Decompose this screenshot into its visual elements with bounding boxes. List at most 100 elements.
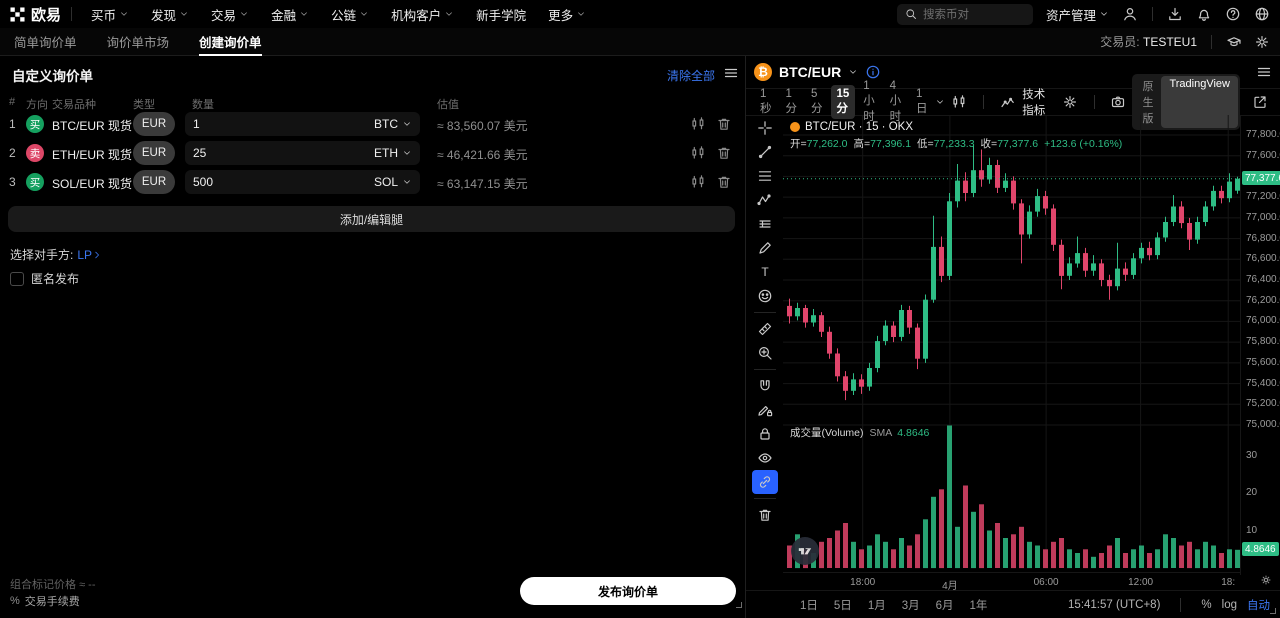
- add-edit-legs-button[interactable]: 添加/编辑腿: [8, 206, 735, 232]
- search-input[interactable]: 搜索币对: [896, 3, 1033, 25]
- globe-icon[interactable]: [1254, 6, 1270, 22]
- range-1日[interactable]: 1日: [800, 599, 818, 612]
- help-icon[interactable]: [1225, 6, 1241, 22]
- nav-menu-新手学院[interactable]: 新手学院: [467, 1, 535, 28]
- info-icon[interactable]: [865, 64, 881, 80]
- indicator-icon[interactable]: [996, 92, 1020, 112]
- tab-创建询价单[interactable]: 创建询价单: [195, 28, 266, 56]
- unit-selector[interactable]: BTC: [374, 117, 412, 131]
- nav-menu-买币[interactable]: 买币: [82, 1, 138, 28]
- time-axis[interactable]: 18:00 4月 06:00 12:00 18:: [783, 572, 1240, 592]
- timeframe-4小时[interactable]: 4小时: [889, 80, 902, 123]
- crosshair-icon[interactable]: [752, 116, 778, 140]
- chart-engine-toggle: 原生版 TradingView: [1132, 74, 1240, 130]
- link-icon[interactable]: [751, 470, 778, 494]
- timeframe-15分[interactable]: 15分: [830, 85, 856, 119]
- range-1月[interactable]: 1月: [867, 599, 886, 612]
- trash-icon[interactable]: [752, 503, 778, 527]
- leg-chart-icon[interactable]: [690, 174, 706, 190]
- position-tool-icon[interactable]: [752, 212, 778, 236]
- timeframe-1分[interactable]: 1分: [785, 88, 798, 115]
- price-chart-svg[interactable]: [783, 115, 1240, 572]
- nav-menu-公链[interactable]: 公链: [322, 1, 378, 28]
- chevron-down-icon[interactable]: [848, 67, 858, 77]
- candlestick-style-icon[interactable]: [947, 92, 971, 112]
- ohlc-value: 77,377.6: [997, 138, 1039, 150]
- instrument-selector[interactable]: SOL/EUR 现货: [52, 175, 146, 192]
- assets-menu[interactable]: 资产管理: [1046, 5, 1109, 24]
- nav-menu-机构客户[interactable]: 机构客户: [382, 1, 463, 28]
- edit-lock-icon[interactable]: [752, 398, 778, 422]
- delete-leg-icon[interactable]: [716, 145, 732, 161]
- instrument-selector[interactable]: ETH/EUR 现货: [52, 146, 146, 163]
- indicators-button[interactable]: 技术指标: [1022, 89, 1046, 117]
- amount-input[interactable]: 1 BTC: [185, 112, 420, 136]
- zoom-in-icon[interactable]: [752, 341, 778, 365]
- leg-chart-icon[interactable]: [690, 116, 706, 132]
- amount-input[interactable]: 500 SOL: [185, 170, 420, 194]
- nav-menu-金融[interactable]: 金融: [262, 1, 318, 28]
- clear-all-link[interactable]: 清除全部: [666, 69, 715, 83]
- bell-icon[interactable]: [1196, 6, 1212, 22]
- list-icon[interactable]: [723, 65, 739, 81]
- resize-corner[interactable]: [1270, 608, 1276, 614]
- percent-scale-button[interactable]: %: [1201, 598, 1212, 611]
- list-icon[interactable]: [1256, 64, 1272, 80]
- timeframe-1日[interactable]: 1日: [915, 88, 928, 115]
- delete-leg-icon[interactable]: [716, 174, 732, 190]
- chevron-down-icon: [444, 9, 454, 19]
- publish-rfq-button[interactable]: 发布询价单: [520, 577, 736, 605]
- tradingview-logo[interactable]: [791, 537, 819, 565]
- download-icon[interactable]: [1167, 6, 1183, 22]
- timezone-gear-icon[interactable]: [1260, 574, 1272, 586]
- tab-简单询价单[interactable]: 简单询价单: [14, 36, 77, 50]
- user-icon[interactable]: [1122, 6, 1138, 22]
- graduation-cap-icon[interactable]: [1226, 34, 1242, 50]
- range-1年[interactable]: 1年: [969, 599, 988, 612]
- fib-lines-icon[interactable]: [752, 164, 778, 188]
- engine-TradingView[interactable]: TradingView: [1161, 76, 1238, 128]
- symbol-selector[interactable]: BTC/EUR: [779, 64, 842, 80]
- anonymous-checkbox[interactable]: [10, 271, 24, 286]
- auto-scale-button[interactable]: 自动: [1247, 599, 1270, 612]
- gear-icon[interactable]: [1058, 92, 1082, 112]
- nav-menu-交易[interactable]: 交易: [202, 1, 258, 28]
- trend-line-icon[interactable]: [752, 140, 778, 164]
- leg-chart-icon[interactable]: [690, 145, 706, 161]
- engine-原生版[interactable]: 原生版: [1142, 81, 1154, 125]
- pattern-icon[interactable]: [752, 188, 778, 212]
- brush-icon[interactable]: [752, 236, 778, 260]
- resize-corner[interactable]: [736, 602, 742, 608]
- price-axis[interactable]: 77,800.0 77,600.0 77,200.0 77,000.0 76,800.0…: [1240, 115, 1280, 575]
- tab-询价单市场[interactable]: 询价单市场: [106, 36, 170, 50]
- range-3月[interactable]: 3月: [901, 599, 920, 612]
- magnet-icon[interactable]: [752, 374, 778, 398]
- unit-selector[interactable]: SOL: [374, 175, 412, 189]
- range-6月[interactable]: 6月: [935, 599, 954, 612]
- amount-input[interactable]: 25 ETH: [185, 141, 420, 165]
- unit-selector[interactable]: ETH: [374, 146, 412, 160]
- text-tool-icon[interactable]: T: [752, 260, 778, 284]
- timeframe-1小时[interactable]: 1小时: [863, 80, 875, 123]
- delete-leg-icon[interactable]: [716, 116, 732, 132]
- currency-pill[interactable]: EUR: [133, 112, 175, 136]
- chevron-down-icon[interactable]: [935, 97, 945, 107]
- log-scale-button[interactable]: log: [1221, 598, 1237, 611]
- currency-pill[interactable]: EUR: [133, 170, 175, 194]
- instrument-selector[interactable]: BTC/EUR 现货: [52, 117, 146, 134]
- ruler-icon[interactable]: [752, 317, 778, 341]
- timeframe-5分[interactable]: 5分: [811, 88, 823, 115]
- expand-icon[interactable]: [1248, 92, 1272, 112]
- emoji-icon[interactable]: [752, 284, 778, 308]
- counterparty-selector[interactable]: LP: [77, 248, 102, 262]
- range-5日[interactable]: 5日: [833, 599, 852, 612]
- nav-menu-发现[interactable]: 发现: [142, 1, 198, 28]
- okx-logo[interactable]: 欧易: [10, 4, 61, 25]
- camera-icon[interactable]: [1106, 92, 1130, 112]
- gear-icon[interactable]: [1254, 34, 1270, 50]
- currency-pill[interactable]: EUR: [133, 141, 175, 165]
- timeframe-1秒[interactable]: 1秒: [760, 88, 772, 115]
- nav-menu-更多[interactable]: 更多: [539, 1, 595, 28]
- eye-icon[interactable]: [752, 446, 778, 470]
- lock-icon[interactable]: [752, 422, 778, 446]
